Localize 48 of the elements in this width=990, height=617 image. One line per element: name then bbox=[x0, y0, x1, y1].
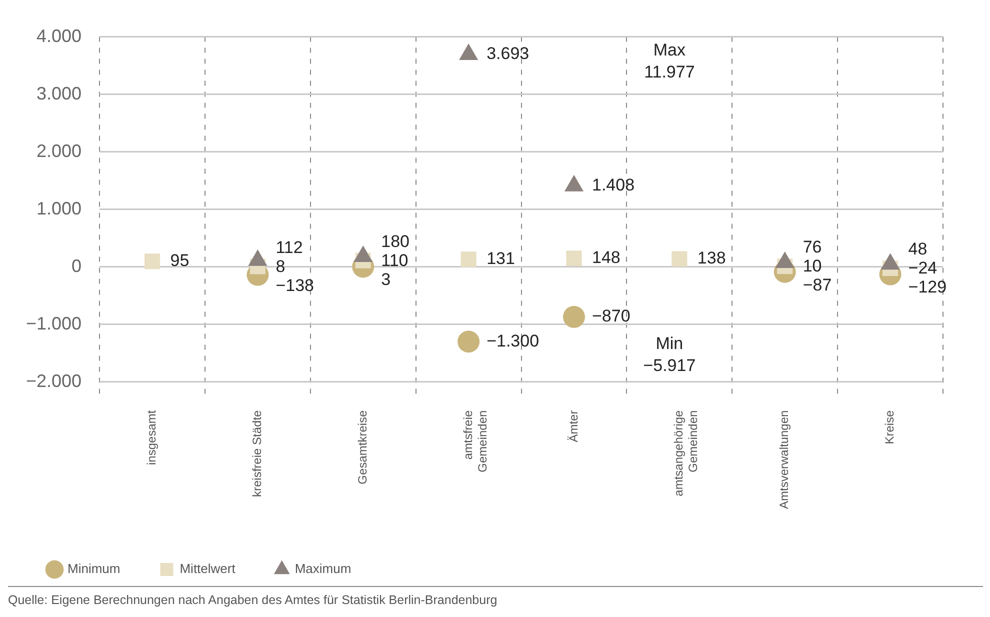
data-label: 110 bbox=[381, 250, 408, 270]
data-label: 148 bbox=[592, 248, 620, 268]
source-note: Quelle: Eigene Berechnungen nach Angaben des Amtes für Statistik Berlin-Brandenburg bbox=[8, 586, 983, 607]
y-tick-label: −1.000 bbox=[26, 313, 82, 334]
data-label: 3 bbox=[381, 270, 391, 289]
data-label: 138 bbox=[697, 248, 726, 268]
data-label: 1.408 bbox=[592, 176, 635, 195]
y-tick-label: 0 bbox=[72, 256, 82, 276]
annotation: Min −5.917 bbox=[643, 334, 696, 376]
y-tick-label: 3.000 bbox=[36, 83, 82, 104]
x-tick-label: Ämter bbox=[566, 410, 580, 442]
data-label: 180 bbox=[381, 232, 410, 251]
y-tick-label: −2.000 bbox=[26, 370, 82, 391]
y-tick-label: 4.000 bbox=[36, 26, 82, 46]
x-tick-label: Gesamtkreise bbox=[355, 410, 370, 484]
data-label: −1.300 bbox=[486, 331, 540, 350]
legend-label: Mittelwert bbox=[180, 561, 236, 576]
data-label: 10 bbox=[802, 256, 822, 276]
x-tick-label: amtsfreie Gemeinden bbox=[460, 410, 490, 472]
point bbox=[460, 252, 476, 268]
legend-label: Maximum bbox=[294, 561, 352, 576]
data-label: −138 bbox=[276, 276, 314, 295]
point bbox=[566, 250, 582, 266]
point bbox=[144, 254, 160, 270]
data-label: 95 bbox=[170, 251, 190, 270]
x-tick-label: Kreise bbox=[882, 410, 897, 444]
x-tick-label: kreisfreie Städte bbox=[250, 410, 264, 498]
point bbox=[459, 43, 478, 60]
data-label: 76 bbox=[802, 238, 822, 257]
data-label: 3.693 bbox=[486, 44, 530, 64]
point bbox=[672, 251, 688, 267]
data-label: −870 bbox=[592, 306, 630, 326]
data-label: −87 bbox=[802, 276, 832, 295]
legend-label: Minimum bbox=[68, 561, 120, 576]
data-label: 131 bbox=[486, 249, 515, 268]
data-label: −24 bbox=[908, 258, 938, 278]
x-tick-label: Amtsverwaltungen bbox=[777, 410, 792, 510]
data-label: −129 bbox=[908, 278, 947, 297]
point bbox=[562, 306, 585, 328]
data-label: 48 bbox=[908, 240, 928, 259]
x-tick-label: amtsangehörige Gemeinden bbox=[672, 410, 700, 496]
y-tick-label: 1.000 bbox=[36, 198, 82, 218]
point bbox=[458, 330, 480, 353]
data-label: 8 bbox=[276, 256, 286, 276]
annotation: Max 11.977 bbox=[644, 40, 695, 82]
y-tick-label: 2.000 bbox=[36, 140, 82, 161]
data-label: 112 bbox=[276, 238, 303, 257]
x-tick-label: insgesamt bbox=[144, 410, 159, 465]
